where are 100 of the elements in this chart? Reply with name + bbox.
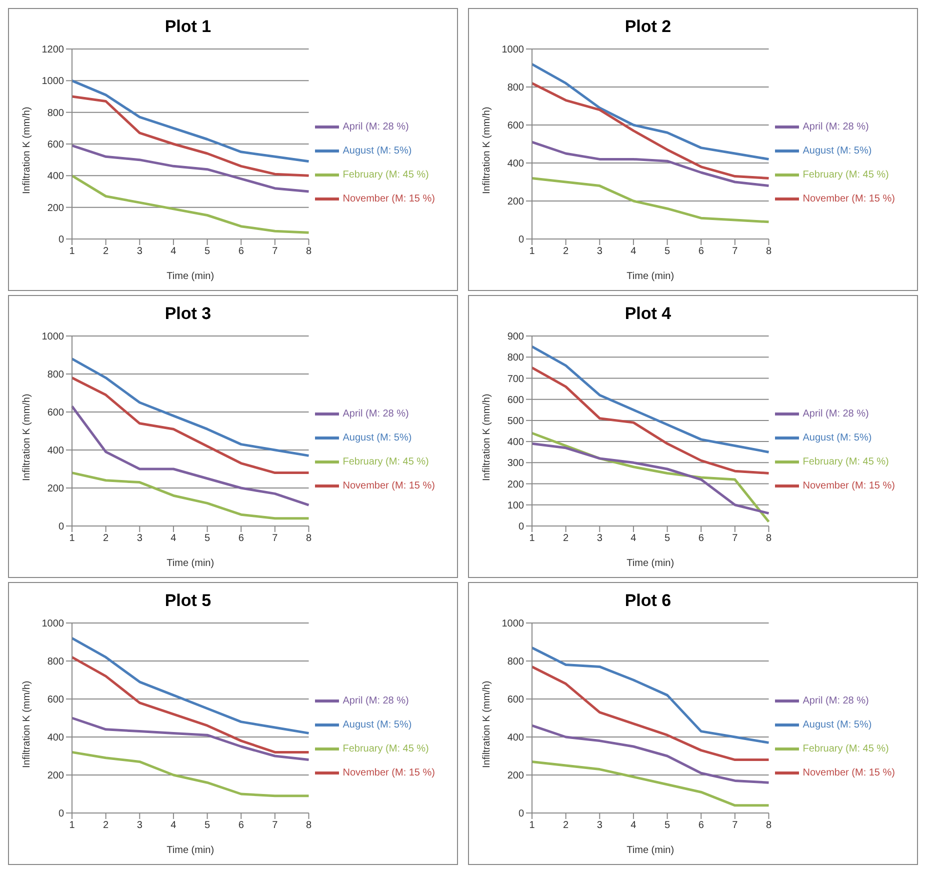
chart-title: Plot 2 — [624, 16, 672, 38]
y-tick-label: 600 — [47, 140, 64, 151]
x-tick-label: 2 — [563, 533, 570, 544]
x-tick-label: 4 — [170, 533, 177, 544]
chart-title: Plot 5 — [164, 590, 212, 612]
chart-title: Plot 4 — [624, 303, 672, 325]
y-tick-label: 0 — [58, 234, 64, 246]
y-tick-label: 500 — [507, 416, 524, 427]
x-tick-label: 1 — [529, 533, 536, 544]
x-tick-label: 7 — [272, 246, 278, 258]
y-tick-label: 1000 — [502, 618, 524, 630]
x-tick-label: 4 — [170, 246, 177, 258]
y-tick-label: 800 — [47, 108, 64, 119]
y-tick-label: 800 — [47, 656, 64, 668]
x-axis-title: Time (min) — [166, 558, 214, 569]
x-tick-label: 5 — [664, 820, 671, 832]
x-tick-label: 3 — [596, 533, 603, 544]
y-axis-title: Infiltration K (mm/h) — [22, 680, 33, 768]
x-axis-title: Time (min) — [626, 271, 674, 282]
legend-label: November (M: 15 %) — [802, 480, 895, 492]
y-tick-label: 0 — [58, 808, 64, 820]
x-tick-label: 2 — [103, 246, 110, 258]
x-tick-label: 6 — [238, 820, 244, 832]
y-axis-title: Infiltration K (mm/h) — [482, 680, 493, 768]
x-tick-label: 5 — [204, 820, 211, 832]
y-tick-label: 800 — [507, 352, 524, 364]
x-tick-label: 1 — [69, 820, 76, 832]
x-tick-label: 5 — [664, 533, 671, 544]
x-tick-label: 8 — [766, 533, 772, 544]
y-tick-label: 0 — [58, 522, 64, 533]
y-tick-label: 600 — [507, 694, 524, 706]
x-tick-label: 8 — [766, 246, 772, 258]
y-tick-label: 800 — [507, 82, 524, 94]
legend-label: August (M: 5%) — [802, 719, 872, 730]
x-tick-label: 6 — [698, 533, 704, 544]
legend-label: August (M: 5%) — [802, 145, 872, 156]
x-tick-label: 7 — [732, 246, 738, 258]
x-tick-label: 8 — [306, 820, 312, 832]
legend-label: February (M: 45 %) — [342, 456, 429, 468]
x-tick-label: 5 — [664, 246, 671, 258]
y-tick-label: 300 — [507, 458, 524, 470]
y-tick-label: 200 — [507, 770, 524, 782]
legend-label: November (M: 15 %) — [342, 480, 435, 492]
x-axis-title: Time (min) — [626, 558, 674, 569]
x-tick-label: 3 — [136, 820, 143, 832]
x-tick-label: 3 — [136, 533, 143, 544]
x-tick-label: 3 — [596, 246, 603, 258]
y-tick-label: 200 — [507, 479, 524, 490]
y-tick-label: 600 — [47, 694, 64, 706]
legend-label: April (M: 28 %) — [342, 408, 409, 420]
y-tick-label: 0 — [518, 234, 524, 246]
x-tick-label: 3 — [596, 820, 603, 832]
x-tick-label: 6 — [238, 246, 244, 258]
legend-label: November (M: 15 %) — [802, 193, 895, 204]
chart-title: Plot 3 — [164, 303, 212, 325]
legend-label: February (M: 45 %) — [802, 456, 889, 468]
legend-label: April (M: 28 %) — [342, 695, 409, 706]
y-tick-label: 0 — [518, 522, 524, 533]
legend-label: August (M: 5%) — [802, 432, 872, 444]
y-tick-label: 200 — [47, 202, 64, 214]
y-tick-label: 400 — [47, 171, 64, 182]
chart-title: Plot 1 — [164, 16, 212, 38]
y-tick-label: 400 — [507, 437, 524, 448]
y-tick-label: 600 — [507, 394, 524, 406]
x-tick-label: 7 — [272, 820, 278, 832]
legend-label: February (M: 45 %) — [342, 169, 429, 180]
x-tick-label: 4 — [170, 820, 177, 832]
y-tick-label: 400 — [47, 732, 64, 744]
x-tick-label: 7 — [732, 533, 738, 544]
x-tick-label: 5 — [204, 246, 211, 258]
y-tick-label: 1000 — [42, 618, 64, 630]
x-tick-label: 7 — [732, 820, 738, 832]
x-tick-label: 8 — [766, 820, 772, 832]
y-axis-title: Infiltration K (mm/h) — [482, 394, 493, 481]
y-tick-label: 1200 — [42, 44, 64, 56]
x-tick-label: 2 — [563, 820, 570, 832]
x-tick-label: 4 — [630, 820, 637, 832]
y-tick-label: 1000 — [42, 76, 64, 88]
y-axis-title: Infiltration K (mm/h) — [22, 106, 33, 194]
legend-label: April (M: 28 %) — [802, 121, 869, 132]
x-tick-label: 3 — [136, 246, 143, 258]
y-tick-label: 1000 — [502, 44, 524, 56]
y-tick-label: 900 — [507, 332, 524, 343]
x-axis-title: Time (min) — [166, 845, 214, 856]
y-tick-label: 400 — [507, 732, 524, 744]
y-tick-label: 200 — [47, 484, 64, 495]
legend-label: November (M: 15 %) — [802, 767, 895, 778]
y-tick-label: 0 — [518, 808, 524, 820]
legend-label: April (M: 28 %) — [802, 408, 869, 420]
legend-label: April (M: 28 %) — [342, 121, 409, 132]
legend-label: February (M: 45 %) — [802, 743, 889, 754]
legend-label: April (M: 28 %) — [802, 695, 869, 706]
legend-label: November (M: 15 %) — [342, 767, 435, 778]
x-tick-label: 1 — [529, 246, 536, 258]
x-tick-label: 2 — [103, 533, 110, 544]
x-tick-label: 8 — [306, 533, 312, 544]
y-tick-label: 700 — [507, 374, 524, 385]
chart-title: Plot 6 — [624, 590, 672, 612]
x-tick-label: 7 — [272, 533, 278, 544]
legend-label: August (M: 5%) — [342, 719, 412, 730]
